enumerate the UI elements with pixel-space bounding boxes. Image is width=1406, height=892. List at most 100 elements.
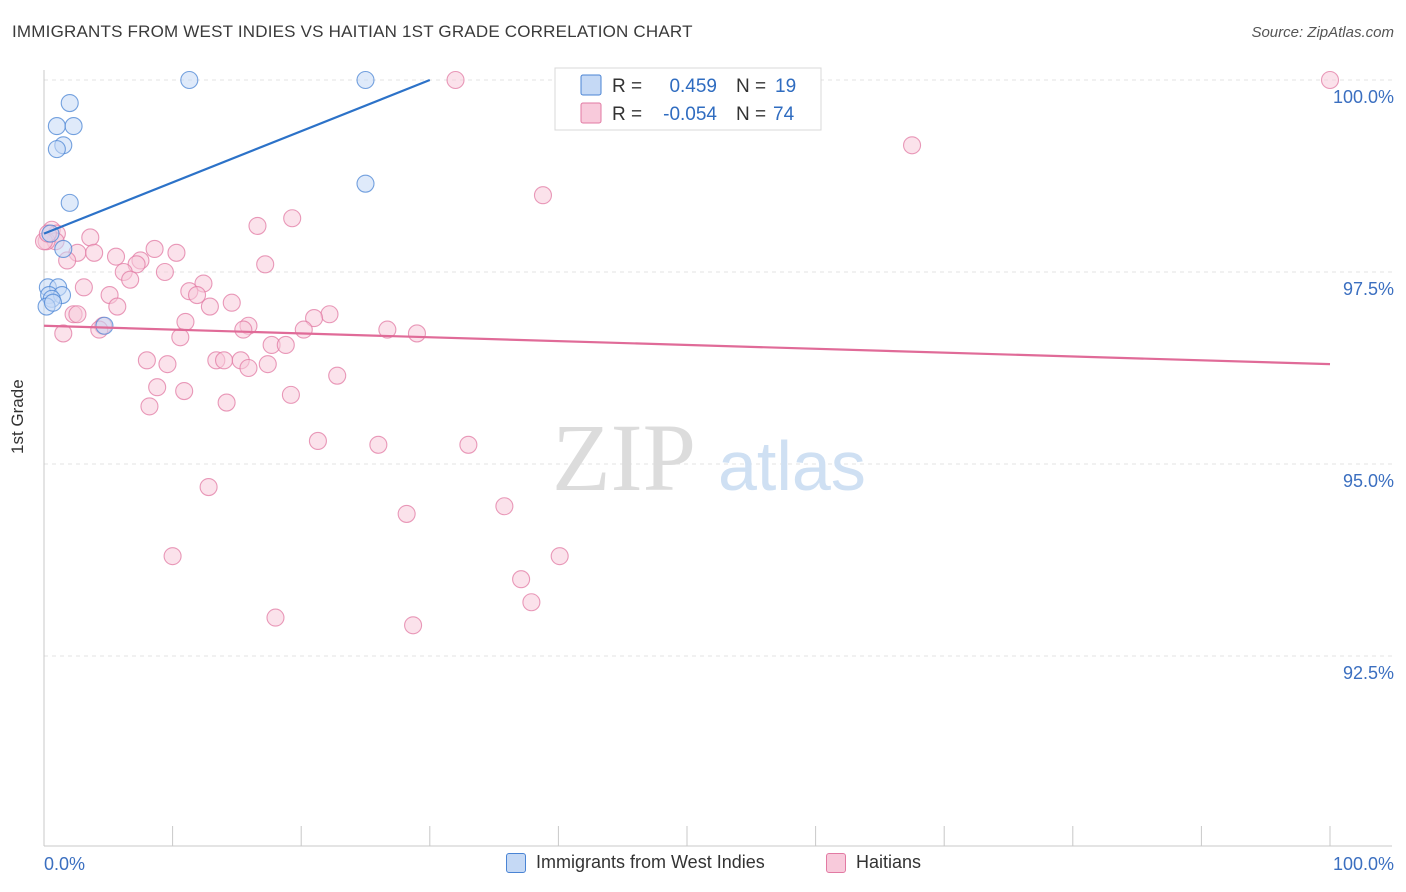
west-indies-point: [60, 93, 79, 113]
west-indies-point: [95, 316, 114, 335]
west-indies-point: [47, 117, 66, 136]
haitians-point: [200, 297, 219, 316]
watermark-atlas: atlas: [718, 427, 866, 505]
source-label: Source: ZipAtlas.com: [1251, 24, 1394, 41]
stats-r-label-blue: R =: [612, 76, 642, 97]
haitians-point: [446, 70, 465, 90]
haitians-points: [34, 70, 1340, 635]
haitians-point: [522, 593, 541, 612]
stats-r-value-pink: -0.054: [663, 104, 717, 125]
haitians-point: [308, 431, 327, 451]
haitians-point: [121, 270, 140, 289]
haitians-trend-line: [43, 324, 1331, 366]
y-tick-label: 95.0%: [1343, 471, 1394, 491]
haitians-point: [495, 497, 514, 516]
haitians-point: [248, 216, 267, 235]
haitians-point: [378, 320, 397, 339]
watermark: ZIP atlas: [552, 404, 866, 511]
haitians-point: [294, 320, 313, 339]
west-indies-point: [180, 70, 199, 90]
y-tick-label: 92.5%: [1343, 663, 1394, 683]
haitians-point: [512, 570, 531, 589]
haitians-point: [187, 285, 207, 305]
haitians-point: [145, 239, 164, 259]
haitians-point: [85, 243, 104, 262]
haitians-point: [258, 355, 277, 374]
haitians-point: [266, 608, 285, 627]
haitians-point: [256, 255, 275, 274]
haitians-point: [397, 504, 416, 523]
haitians-point: [214, 351, 234, 370]
axes: [43, 70, 1392, 847]
stats-r-label-pink: R =: [612, 104, 642, 125]
haitians-point: [68, 305, 87, 324]
haitians-point: [171, 328, 190, 347]
west-indies-trend-line: [43, 78, 431, 235]
stats-swatch-blue: [580, 74, 602, 96]
haitians-point: [239, 358, 258, 378]
chart-title: IMMIGRANTS FROM WEST INDIES VS HAITIAN 1…: [12, 22, 693, 41]
legend-label-haitians: Haitians: [856, 852, 922, 872]
haitians-point: [167, 243, 186, 262]
haitians-point: [176, 312, 195, 331]
haitians-point: [328, 366, 347, 385]
haitians-point: [155, 262, 174, 282]
haitians-point: [459, 435, 478, 454]
west-indies-point: [356, 70, 375, 90]
haitians-point: [148, 378, 167, 397]
west-indies-point: [356, 174, 375, 193]
legend-item-haitians[interactable]: Haitians: [826, 852, 921, 873]
haitians-point: [74, 278, 93, 297]
legend-swatch-blue: [506, 852, 526, 873]
haitians-point: [404, 616, 423, 635]
stats-r-value-blue: 0.459: [669, 76, 717, 97]
y-tick-labels: 100.0% 97.5% 95.0% 92.5%: [1333, 87, 1394, 683]
stats-swatch-pink: [580, 102, 602, 124]
west-indies-point: [47, 140, 66, 159]
haitians-point: [54, 324, 73, 343]
west-indies-point: [54, 239, 73, 259]
haitians-point: [175, 381, 194, 401]
x-tick-label-min: 0.0%: [44, 854, 85, 874]
haitians-point: [106, 247, 126, 266]
west-indies-point: [60, 193, 79, 212]
x-tick-label-max: 100.0%: [1333, 854, 1394, 874]
x-tick-labels: 0.0% 100.0%: [44, 854, 1394, 874]
haitians-point: [222, 293, 241, 312]
haitians-point: [305, 309, 324, 328]
haitians-point: [137, 351, 156, 370]
trend-lines: [43, 78, 1331, 366]
y-tick-label: 97.5%: [1343, 279, 1394, 299]
haitians-point: [369, 435, 388, 454]
haitians-point: [533, 186, 553, 205]
legend-label-west-indies: Immigrants from West Indies: [536, 852, 765, 872]
stats-n-label-blue: N =: [736, 76, 766, 97]
west-indies-point: [43, 293, 63, 312]
haitians-point: [902, 136, 922, 155]
stats-n-label-pink: N =: [736, 104, 766, 125]
stats-n-value-pink: 74: [773, 104, 795, 125]
stats-legend-box: R = 0.459 N = 19 R = -0.054 N = 74: [554, 67, 822, 131]
haitians-point: [320, 305, 339, 324]
y-tick-label: 100.0%: [1333, 87, 1394, 107]
haitians-point: [217, 393, 236, 412]
haitians-point: [163, 547, 182, 566]
haitians-point: [1320, 70, 1340, 90]
haitians-point: [108, 297, 127, 316]
haitians-point: [550, 547, 569, 566]
legend-item-west-indies[interactable]: Immigrants from West Indies: [506, 852, 765, 873]
haitians-point: [281, 385, 300, 404]
watermark-zip: ZIP: [552, 404, 696, 511]
legend-swatch-pink: [826, 852, 846, 873]
west-indies-point: [64, 117, 83, 136]
haitians-point: [407, 324, 426, 343]
haitians-point: [199, 477, 218, 497]
haitians-point: [140, 397, 159, 416]
haitians-point: [158, 355, 177, 374]
x-ticks: [43, 826, 1331, 846]
stats-n-value-blue: 19: [775, 76, 796, 97]
haitians-point: [81, 228, 100, 247]
haitians-point: [283, 209, 302, 228]
haitians-point: [234, 320, 253, 339]
